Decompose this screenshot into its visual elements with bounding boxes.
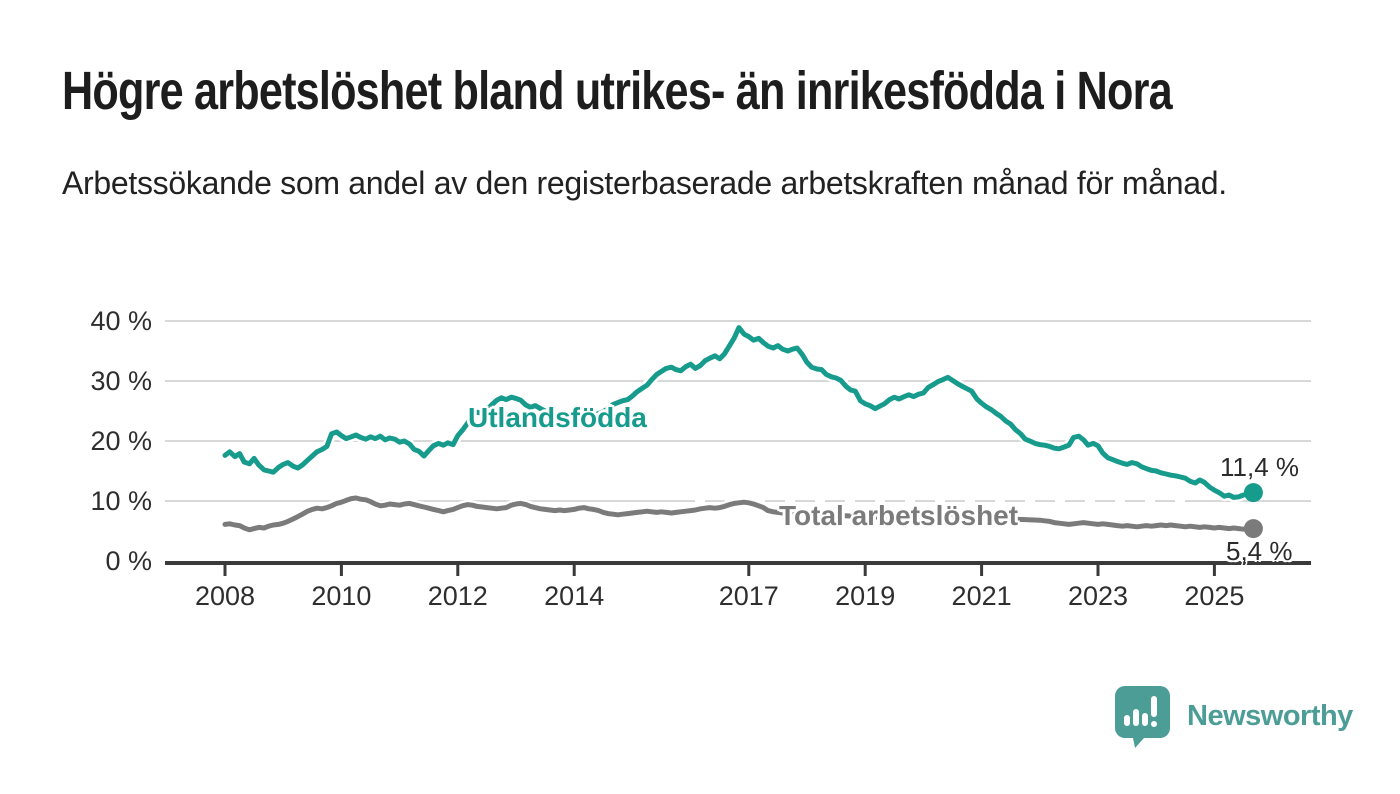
latest-value-label-total: 5,4 % xyxy=(1226,536,1293,566)
newsworthy-logo-text: Newsworthy xyxy=(1187,699,1353,732)
svg-text:30 %: 30 % xyxy=(90,366,152,396)
chart-title: Högre arbetslöshet bland utrikes- än inr… xyxy=(62,61,1173,121)
logo-bar-chart-icon xyxy=(1124,696,1157,727)
y-axis-tick-labels: 0 % 10 % 20 % 30 % 40 % xyxy=(90,306,152,576)
series-label-utlandsfodda: Utlandsfödda xyxy=(468,402,647,433)
x-axis-tick-labels: 2008 2010 2012 2014 2017 2019 2021 2023 2025 xyxy=(195,581,1244,611)
latest-value-label-utlandsfodda: 11,4 % xyxy=(1220,452,1300,482)
svg-text:40 %: 40 % xyxy=(90,306,152,336)
chart-subtitle: Arbetssökande som andel av den registerb… xyxy=(62,165,1227,201)
svg-text:10 %: 10 % xyxy=(90,486,152,516)
svg-text:2008: 2008 xyxy=(195,581,255,611)
series-label-total-arbetsloshet: Total arbetslöshet xyxy=(779,500,1019,531)
svg-text:2014: 2014 xyxy=(544,581,604,611)
svg-text:2025: 2025 xyxy=(1184,581,1244,611)
svg-text:2023: 2023 xyxy=(1068,581,1128,611)
svg-text:0 %: 0 % xyxy=(105,546,152,576)
svg-text:2012: 2012 xyxy=(428,581,488,611)
x-axis xyxy=(165,561,1311,576)
svg-text:2010: 2010 xyxy=(311,581,371,611)
newsworthy-logo: Newsworthy xyxy=(1112,684,1353,748)
svg-text:2019: 2019 xyxy=(835,581,895,611)
svg-text:2017: 2017 xyxy=(719,581,779,611)
newsworthy-logo-mark xyxy=(1115,686,1170,748)
latest-value-dots xyxy=(1243,483,1263,539)
series-lines xyxy=(220,322,1259,535)
svg-text:20 %: 20 % xyxy=(90,426,152,456)
gridlines xyxy=(165,320,1311,502)
svg-text:2021: 2021 xyxy=(952,581,1012,611)
